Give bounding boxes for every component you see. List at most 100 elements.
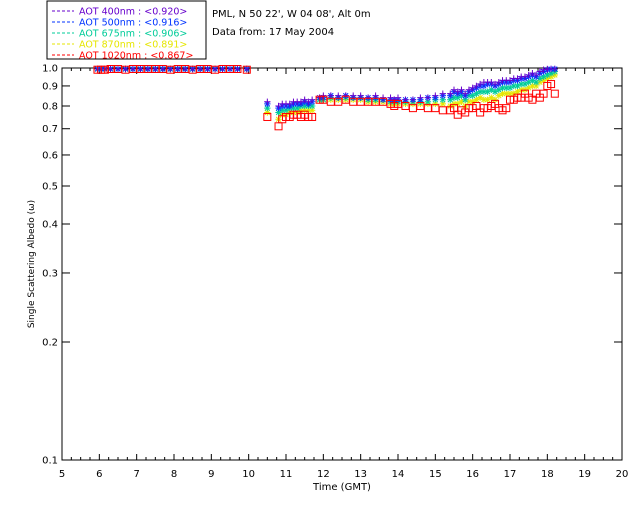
data-point bbox=[484, 96, 491, 103]
data-point bbox=[159, 65, 166, 73]
legend-entry-2: AOT 675nm : <0.906> bbox=[52, 29, 187, 40]
data-point bbox=[189, 65, 196, 73]
data-point bbox=[514, 75, 521, 82]
x-tick-label: 14 bbox=[392, 469, 405, 480]
data-point bbox=[502, 104, 511, 113]
data-point bbox=[439, 90, 446, 97]
marker-stroke bbox=[283, 107, 289, 114]
marker-square bbox=[547, 80, 556, 89]
data-point bbox=[152, 65, 159, 73]
x-tick-label: 17 bbox=[504, 469, 517, 480]
x-tick-label: 7 bbox=[133, 469, 139, 480]
x-axis: 5 6 7 8 9 10 11 12 13 14 15 16 17 18 19 20 bbox=[59, 68, 629, 480]
x-tick-label: 13 bbox=[354, 469, 367, 480]
marker-stroke bbox=[309, 103, 315, 109]
data-point bbox=[532, 71, 540, 79]
data-point bbox=[550, 89, 559, 98]
x-tick-label: 19 bbox=[578, 469, 591, 480]
marker-square bbox=[233, 65, 242, 73]
data-markers bbox=[93, 65, 559, 131]
x-tick-label: 8 bbox=[171, 469, 177, 480]
data-point bbox=[402, 96, 409, 103]
data-point bbox=[539, 89, 548, 98]
data-point bbox=[129, 65, 137, 73]
marker-stroke bbox=[488, 94, 495, 101]
data-point bbox=[264, 98, 271, 105]
x-tick-label: 18 bbox=[541, 469, 554, 480]
data-point bbox=[387, 94, 394, 101]
y-tick-label: 0.4 bbox=[42, 219, 58, 230]
x-tick-label: 9 bbox=[208, 469, 214, 480]
legend-label: AOT 500nm : <0.916> bbox=[79, 18, 187, 29]
data-point bbox=[432, 100, 439, 108]
x-tick-label: 16 bbox=[466, 469, 479, 480]
marker-square bbox=[539, 89, 548, 98]
data-point bbox=[488, 78, 495, 86]
site-annotation: PML, N 50 22', W 04 08', Alt 0m bbox=[212, 9, 371, 20]
data-point bbox=[417, 94, 424, 101]
data-point bbox=[439, 96, 446, 103]
data-point bbox=[521, 73, 529, 80]
legend-entry-3: AOT 870nm : <0.891> bbox=[52, 40, 187, 51]
marker-square bbox=[100, 65, 109, 74]
data-point bbox=[211, 65, 219, 73]
marker-square bbox=[242, 65, 251, 74]
y-tick-label: 1.0 bbox=[42, 64, 58, 75]
data-point bbox=[219, 65, 226, 73]
data-point bbox=[529, 69, 536, 77]
x-tick-label: 11 bbox=[280, 469, 293, 480]
y-tick-label: 0.2 bbox=[42, 337, 58, 348]
data-point bbox=[182, 65, 189, 73]
data-point bbox=[286, 100, 293, 108]
legend-label: AOT 870nm : <0.891> bbox=[79, 40, 187, 51]
date-annotation: Data from: 17 May 2004 bbox=[212, 27, 334, 38]
data-point bbox=[301, 96, 308, 103]
data-point bbox=[264, 109, 271, 116]
marker-stroke bbox=[440, 96, 446, 103]
data-point bbox=[450, 86, 458, 93]
data-point bbox=[242, 65, 251, 74]
x-axis-label: Time (GMT) bbox=[312, 482, 371, 493]
y-tick-label: 0.1 bbox=[42, 456, 58, 467]
legend-entry-1: AOT 500nm : <0.916> bbox=[52, 18, 187, 29]
data-point bbox=[364, 94, 372, 101]
data-point bbox=[122, 65, 129, 73]
data-point bbox=[144, 65, 152, 73]
data-point bbox=[167, 65, 174, 73]
marker-stroke bbox=[425, 99, 431, 105]
x-tick-label: 12 bbox=[317, 469, 330, 480]
data-point bbox=[536, 68, 544, 75]
data-point bbox=[495, 78, 502, 86]
y-axis: 0.1 0.2 0.3 0.4 0.5 0.6 0.7 0.8 0.9 1.0 bbox=[42, 64, 622, 467]
marker-stroke bbox=[440, 101, 446, 107]
y-axis-label: Single Scattering Albedo (ω) bbox=[27, 200, 37, 328]
data-point bbox=[394, 94, 402, 101]
x-tick-label: 10 bbox=[242, 469, 255, 480]
data-point bbox=[424, 94, 432, 101]
data-point bbox=[297, 98, 305, 105]
legend: AOT 400nm : <0.920>AOT 500nm : <0.916>AO… bbox=[46, 0, 207, 62]
data-point bbox=[458, 86, 465, 93]
data-point bbox=[540, 66, 547, 73]
marker-stroke bbox=[275, 109, 282, 116]
data-point bbox=[243, 65, 250, 73]
marker-square bbox=[502, 104, 511, 113]
data-point bbox=[469, 84, 476, 92]
data-point bbox=[114, 65, 122, 73]
legend-entry-4: AOT 1020nm : <0.867> bbox=[52, 51, 193, 62]
x-tick-label: 20 bbox=[616, 469, 629, 480]
data-point bbox=[491, 80, 499, 88]
x-tick-label: 6 bbox=[96, 469, 102, 480]
x-tick-label: 15 bbox=[429, 469, 442, 480]
y-tick-label: 0.8 bbox=[42, 101, 58, 112]
y-tick-label: 0.9 bbox=[42, 81, 58, 92]
data-point bbox=[454, 88, 461, 95]
marker-stroke bbox=[432, 101, 439, 107]
data-point bbox=[447, 90, 454, 97]
marker-square bbox=[550, 89, 559, 98]
data-point bbox=[100, 65, 109, 74]
series-4 bbox=[93, 65, 559, 131]
data-point bbox=[308, 112, 317, 121]
data-point bbox=[525, 71, 532, 79]
